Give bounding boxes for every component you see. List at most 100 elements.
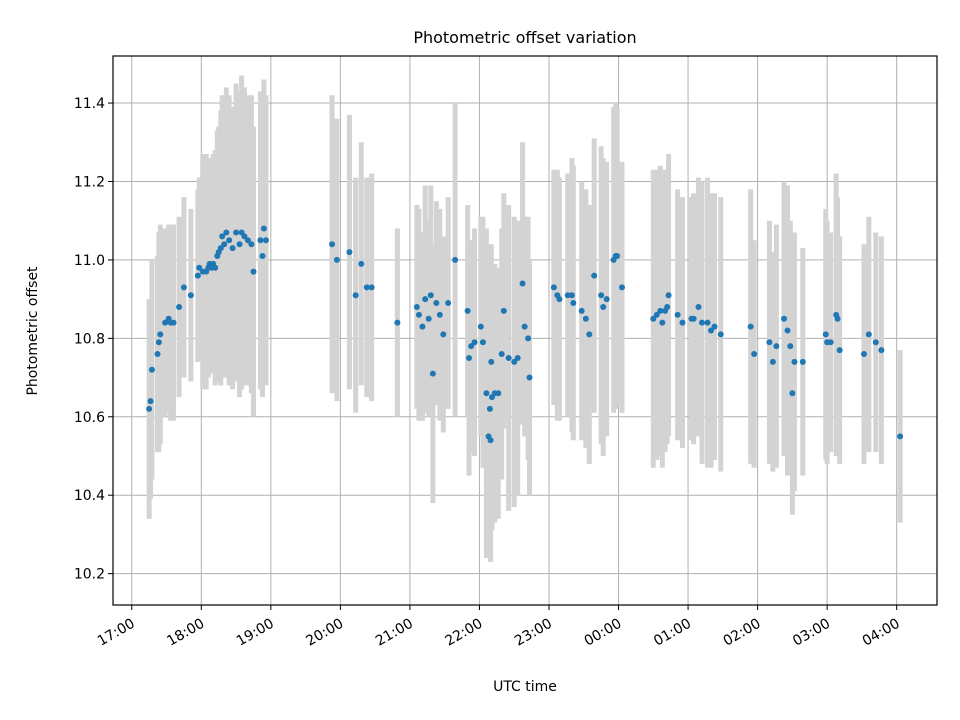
- data-point: [413, 303, 420, 310]
- data-point: [422, 296, 429, 303]
- data-point: [789, 390, 796, 397]
- data-point: [659, 319, 666, 326]
- data-point: [148, 366, 155, 373]
- data-point: [791, 358, 798, 365]
- data-point: [180, 284, 187, 291]
- data-point: [495, 390, 502, 397]
- data-point: [233, 229, 240, 236]
- data-point: [471, 339, 478, 346]
- data-point: [698, 319, 705, 326]
- data-point: [236, 241, 243, 248]
- data-point: [333, 256, 340, 263]
- data-point: [619, 284, 626, 291]
- data-point: [250, 268, 257, 275]
- data-point: [468, 343, 475, 350]
- x-tick-label: 18:00: [164, 616, 207, 650]
- data-point: [600, 303, 607, 310]
- data-point: [695, 303, 702, 310]
- data-point: [526, 374, 533, 381]
- data-point: [827, 339, 834, 346]
- data-point: [466, 354, 473, 361]
- data-point: [568, 292, 575, 299]
- data-point: [146, 405, 153, 412]
- data-point: [717, 331, 724, 338]
- data-point: [653, 311, 660, 318]
- data-point: [358, 260, 365, 267]
- y-tick-label: 10.8: [74, 331, 105, 347]
- data-point: [822, 331, 829, 338]
- data-point: [781, 315, 788, 322]
- data-point: [578, 307, 585, 314]
- data-point: [747, 323, 754, 330]
- y-tick-label: 11.4: [74, 96, 105, 112]
- data-point: [865, 331, 872, 338]
- data-point: [582, 315, 589, 322]
- data-point: [477, 323, 484, 330]
- data-point: [487, 437, 494, 444]
- data-point: [650, 315, 657, 322]
- x-tick-label: 20:00: [303, 616, 346, 650]
- data-point: [440, 331, 447, 338]
- data-point: [511, 358, 518, 365]
- data-point: [259, 252, 266, 259]
- y-axis-label: Photometric offset: [25, 266, 41, 396]
- data-point: [196, 264, 203, 271]
- data-point: [708, 327, 715, 334]
- data-point: [433, 300, 440, 307]
- data-point: [564, 292, 571, 299]
- data-point: [429, 370, 436, 377]
- data-point: [187, 292, 194, 299]
- data-point: [897, 433, 904, 440]
- data-point: [427, 292, 434, 299]
- data-point: [244, 237, 251, 244]
- data-point: [836, 347, 843, 354]
- x-tick-label: 00:00: [582, 616, 625, 650]
- data-point: [212, 264, 219, 271]
- data-point: [262, 237, 269, 244]
- data-point: [550, 284, 557, 291]
- data-point: [155, 339, 162, 346]
- data-point: [679, 319, 686, 326]
- data-point: [394, 319, 401, 326]
- data-point: [162, 319, 169, 326]
- data-point: [257, 237, 264, 244]
- data-point: [769, 358, 776, 365]
- data-point: [479, 339, 486, 346]
- data-point: [154, 351, 161, 358]
- x-axis-label: UTC time: [493, 679, 557, 695]
- data-point: [229, 245, 236, 252]
- data-point: [176, 303, 183, 310]
- data-point: [514, 354, 521, 361]
- data-point: [486, 405, 493, 412]
- data-point: [415, 311, 422, 318]
- data-point: [603, 296, 610, 303]
- error-bars: [146, 75, 903, 562]
- x-tick-label: 02:00: [721, 616, 764, 650]
- data-point: [664, 303, 671, 310]
- x-tick-label: 17:00: [95, 616, 138, 650]
- data-point: [368, 284, 375, 291]
- x-tick-label: 01:00: [651, 616, 694, 650]
- data-point: [419, 323, 426, 330]
- y-tick-label: 11.2: [74, 174, 105, 190]
- data-point: [425, 315, 432, 322]
- data-point: [878, 347, 885, 354]
- y-tick-label: 11.0: [74, 253, 105, 269]
- data-point: [170, 319, 177, 326]
- data-point: [464, 307, 471, 314]
- data-point: [226, 237, 233, 244]
- data-point: [657, 307, 664, 314]
- data-point: [248, 241, 255, 248]
- data-point: [483, 390, 490, 397]
- data-point: [223, 229, 230, 236]
- data-points: [146, 225, 904, 444]
- data-point: [860, 351, 867, 358]
- data-point: [525, 335, 532, 342]
- data-point: [363, 284, 370, 291]
- data-point: [436, 311, 443, 318]
- data-point: [674, 311, 681, 318]
- data-point: [519, 280, 526, 287]
- data-point: [219, 233, 226, 240]
- y-tick-label: 10.2: [74, 567, 105, 583]
